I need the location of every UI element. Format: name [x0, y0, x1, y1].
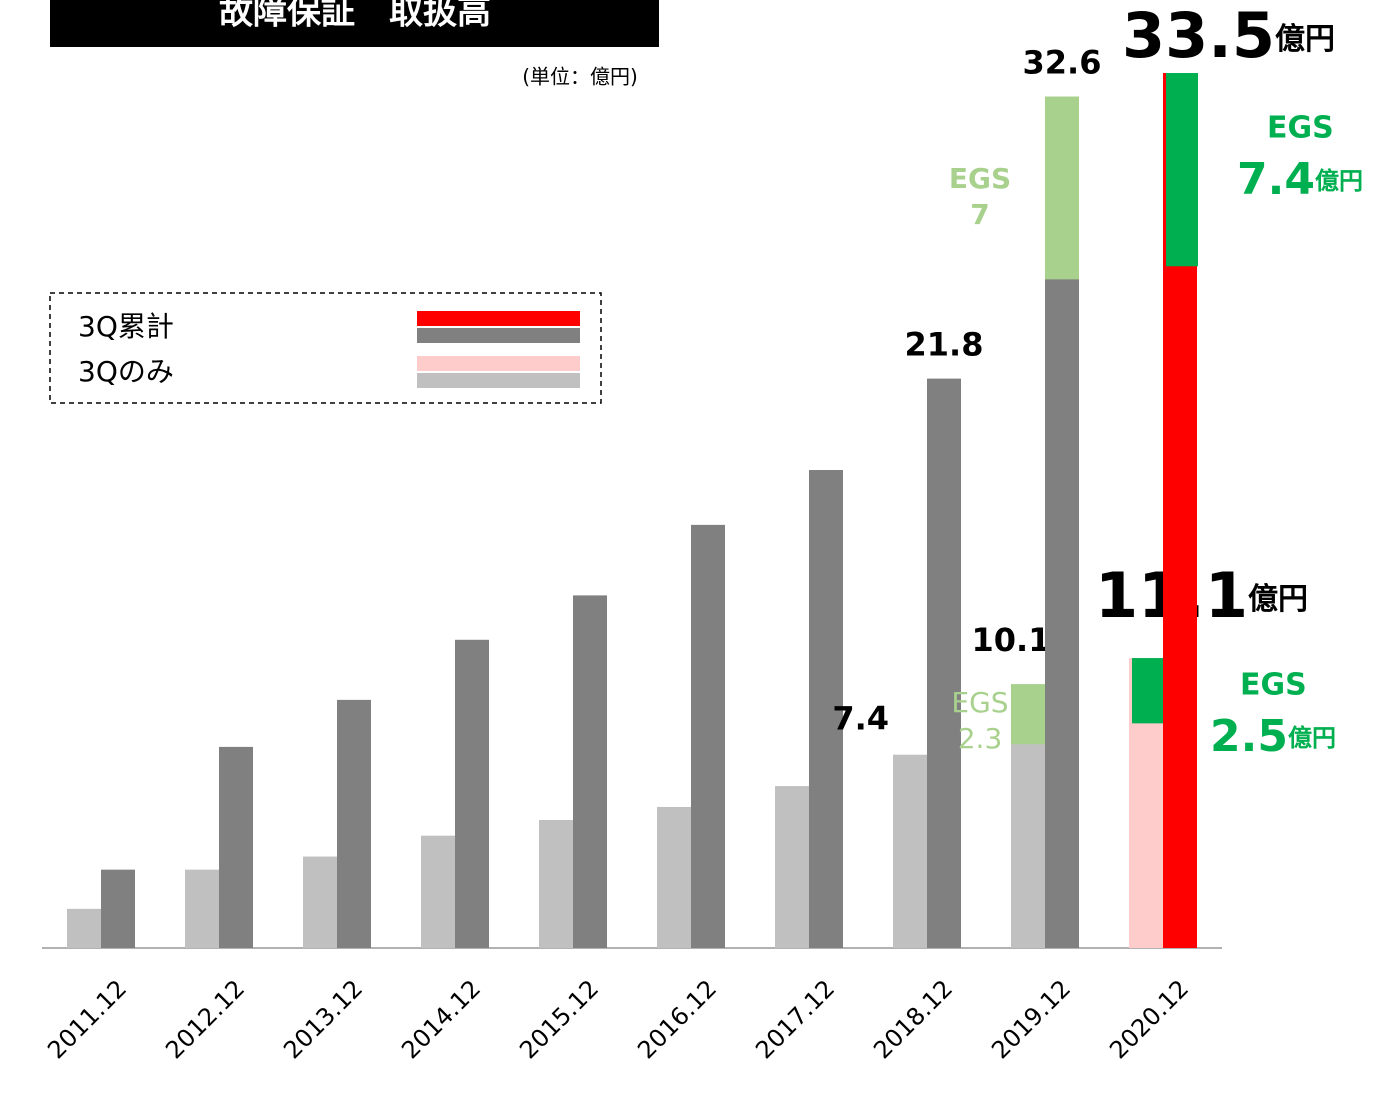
chart-title: 故障保証 取扱高: [219, 0, 491, 33]
bar: [421, 835, 455, 948]
bar: [893, 754, 927, 948]
bar: [539, 820, 573, 948]
x-tick-label: 2019.12: [986, 974, 1076, 1064]
egs-label: EGS: [951, 686, 1008, 719]
value-label: 21.8: [905, 326, 984, 364]
legend-label: 3Qのみ: [78, 355, 174, 388]
x-tick-label: 2013.12: [278, 974, 368, 1064]
egs-value: 2.5: [1210, 711, 1288, 762]
value-label: 7.4: [832, 700, 889, 738]
value-label: 32.6: [1023, 44, 1102, 82]
x-tick-label: 2015.12: [514, 974, 604, 1064]
x-tick-label: 2011.12: [42, 974, 132, 1064]
egs-value: 2.3: [958, 722, 1003, 755]
egs-segment: [1045, 96, 1079, 280]
egs-value: 7.4: [1237, 154, 1315, 205]
egs-value: 7: [970, 198, 989, 231]
bar: [303, 856, 337, 948]
egs-segment: [1011, 684, 1045, 745]
bar: [809, 470, 843, 948]
legend-swatch: [417, 373, 580, 388]
x-tick-label: 2014.12: [396, 974, 486, 1064]
egs-value-label: 7.4億円: [1237, 154, 1363, 205]
unit-label: 億円: [1315, 167, 1363, 195]
egs-label: EGS: [949, 162, 1011, 195]
bar: [657, 806, 691, 948]
bar: [101, 869, 135, 948]
bar: [573, 595, 607, 948]
value-label: 11.1億円: [1095, 559, 1308, 632]
legend-swatch: [417, 328, 580, 343]
egs-segment: [1132, 658, 1164, 724]
title-box: [50, 0, 659, 47]
egs-label: EGS: [1267, 111, 1334, 146]
bar: [219, 746, 253, 948]
value-label: 33.5億円: [1122, 0, 1335, 72]
legend-box: [49, 292, 602, 404]
bar: [337, 699, 371, 948]
unit-label: 億円: [1275, 22, 1335, 57]
x-tick-label: 2018.12: [868, 974, 958, 1064]
x-tick-label: 2012.12: [160, 974, 250, 1064]
unit-note: (単位：億円): [522, 65, 638, 89]
bar: [775, 786, 809, 948]
bar: [455, 639, 489, 948]
legend-swatch: [417, 311, 580, 326]
egs-label: EGS: [1240, 668, 1307, 703]
unit-label: 億円: [1248, 582, 1308, 617]
x-tick-label: 2017.12: [750, 974, 840, 1064]
value: 33.5: [1122, 0, 1275, 72]
bar: [927, 378, 961, 948]
legend-swatch: [417, 356, 580, 371]
x-tick-label: 2016.12: [632, 974, 722, 1064]
bar: [185, 869, 219, 948]
bar: [67, 908, 101, 948]
x-tick-label: 2020.12: [1104, 974, 1194, 1064]
egs-value-label: 2.5億円: [1210, 711, 1336, 762]
bar: [691, 524, 725, 948]
unit-label: 億円: [1288, 724, 1336, 752]
value-label: 10.1: [972, 621, 1051, 659]
egs-segment: [1166, 73, 1198, 267]
legend-label: 3Q累計: [78, 310, 174, 343]
